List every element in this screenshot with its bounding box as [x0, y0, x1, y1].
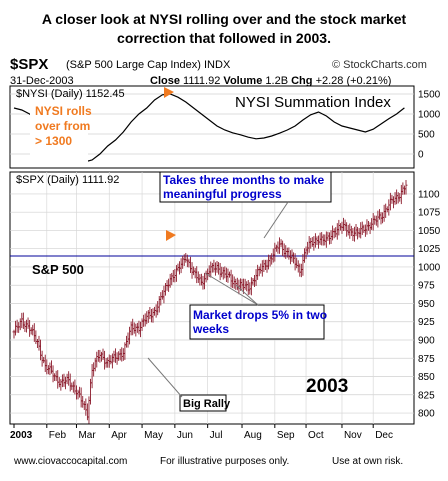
month-tick-label: Aug: [244, 430, 262, 441]
price-orange-arrow: [166, 230, 176, 241]
month-tick-label: Dec: [375, 430, 393, 441]
change-value: +2.28 (+0.21%): [315, 75, 392, 87]
three-months-note: Takes three months to make meaningful pr…: [163, 173, 328, 201]
nysi-y-tick-label: 1500: [418, 90, 441, 101]
month-tick-label: Jun: [177, 430, 193, 441]
three-months-note-line-2: meaningful progress: [163, 187, 282, 201]
sp500-panel-label: S&P 500: [32, 262, 84, 277]
price-y-tick-label: 975: [418, 281, 435, 292]
price-y-tick-label: 1050: [418, 226, 441, 237]
month-tick-label: May: [144, 430, 163, 441]
volume-value: 1.2B: [265, 75, 289, 87]
footer-site: www.ciovaccocapital.com: [14, 456, 128, 467]
price-x-axis: 2003 Feb Mar Apr May Jun Jul Aug Sep Oct Nov Dec: [10, 424, 393, 441]
price-y-tick-label: 825: [418, 390, 435, 401]
market-drops-note: Market drops 5% in two weeks: [192, 308, 330, 336]
close-value: 1111.92: [183, 75, 221, 87]
price-y-tick-label: 875: [418, 354, 435, 365]
volume-label: Volume: [223, 75, 263, 87]
three-months-note-box: [159, 171, 332, 203]
nysi-y-tick-label: 1000: [418, 110, 441, 121]
market-drops-note-line-2: weeks: [192, 322, 229, 336]
big-rally-note-box: [179, 394, 227, 412]
month-tick-label: Feb: [49, 430, 67, 441]
market-drops-pointer-b: [204, 272, 259, 306]
nysi-note-box: [30, 103, 88, 163]
nysi-legend: $NYSI (Daily) 1152.45: [16, 88, 125, 100]
ticker-description: (S&P 500 Large Cap Index) INDX: [66, 59, 231, 71]
nysi-chart-title: NYSI Summation Index: [235, 94, 391, 111]
market-drops-note-line-1: Market drops 5% in two: [193, 308, 327, 322]
footer-risk: Use at own risk.: [332, 456, 404, 467]
close-label: Close: [150, 75, 180, 87]
nysi-note-line-1: NYSI rolls: [35, 104, 92, 118]
price-legend: $SPX (Daily) 1111.92: [16, 174, 119, 186]
price-y-tick-label: 925: [418, 317, 435, 328]
price-y-tick-label: 1025: [418, 244, 441, 255]
three-months-pointer: [263, 201, 289, 239]
quote-summary: Close 1111.92 Volume 1.2B Chg +2.28 (+0.…: [150, 75, 391, 87]
ticker-symbol: $SPX: [10, 56, 49, 73]
quote-date: 31-Dec-2003: [10, 75, 74, 87]
price-y-tick-label: 800: [418, 409, 435, 420]
month-tick-label: Nov: [344, 430, 362, 441]
three-months-note-line-1: Takes three months to make: [163, 173, 324, 187]
big-rally-note: Big Rally: [183, 398, 231, 410]
price-y-axis: 1100 1075 1050 1025 1000 975 950 925 900 875 850 82…: [418, 189, 441, 419]
price-panel-frame: [9, 171, 415, 425]
brand-label: © StockCharts.com: [332, 59, 427, 71]
footer-note: For illustrative purposes only.: [160, 456, 290, 467]
nysi-y-tick-label: 0: [418, 150, 424, 161]
price-y-tick-label: 850: [418, 372, 435, 383]
price-y-tick-label: 1075: [418, 208, 441, 219]
market-drops-pointer-a: [235, 284, 259, 306]
price-y-tick-label: 1000: [418, 262, 441, 273]
nysi-rolls-note: NYSI rolls over from > 1300: [35, 104, 95, 148]
price-y-tick-label: 1100: [418, 189, 440, 200]
nysi-note-line-2: over from: [35, 119, 90, 133]
nysi-orange-arrow: [164, 87, 174, 98]
price-gridlines: [10, 172, 414, 424]
month-tick-label: Mar: [78, 430, 96, 441]
month-tick-label: Oct: [308, 430, 324, 441]
month-tick-label: 2003: [10, 430, 33, 441]
month-tick-label: Apr: [111, 430, 127, 441]
nysi-note-line-3: > 1300: [35, 134, 72, 148]
month-tick-label: Sep: [277, 430, 295, 441]
price-bars: [12, 179, 408, 424]
price-y-tick-label: 950: [418, 299, 435, 310]
change-label: Chg: [291, 75, 313, 87]
month-tick-label: Jul: [210, 430, 223, 441]
market-drops-note-box: [189, 304, 325, 340]
nysi-y-tick-label: 500: [418, 130, 435, 141]
nysi-y-axis: 1500 1000 500 0: [418, 90, 441, 161]
year-label: 2003: [306, 376, 348, 397]
price-bar: [404, 179, 408, 195]
price-y-tick-label: 900: [418, 336, 435, 347]
chart-headline: A closer look at NYSI rolling over and t…: [41, 11, 407, 46]
big-rally-pointer: [147, 357, 183, 398]
